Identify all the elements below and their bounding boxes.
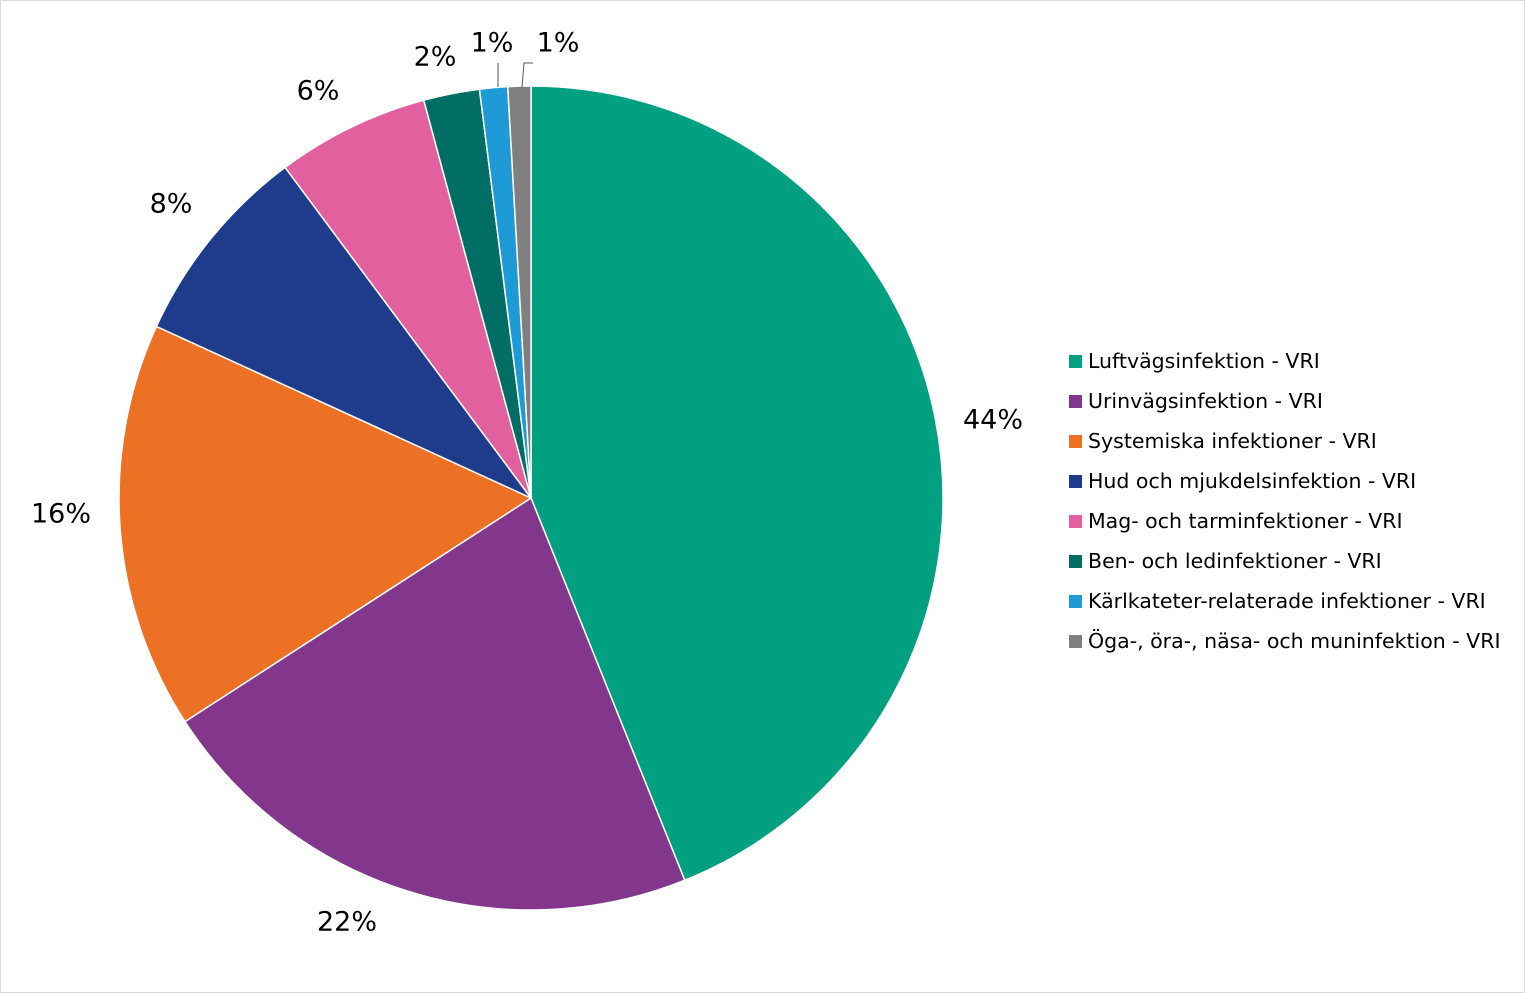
- data-label: 6%: [297, 76, 340, 107]
- legend-swatch: [1069, 474, 1082, 488]
- legend-swatch: [1069, 394, 1082, 408]
- pie-slice: [284, 99, 532, 499]
- legend-label: Systemiska infektioner - VRI: [1088, 429, 1377, 453]
- pie-slice: [530, 85, 944, 882]
- legend-swatch: [1069, 594, 1082, 608]
- legend-item: Mag- och tarminfektioner - VRI: [1069, 501, 1501, 541]
- legend-label: Luftvägsinfektion - VRI: [1088, 349, 1320, 373]
- pie-slice: [506, 85, 532, 499]
- data-label: 16%: [31, 499, 91, 530]
- legend-label: Hud och mjukdelsinfektion - VRI: [1088, 469, 1417, 493]
- legend-label: Kärlkateter-relaterade infektioner - VRI: [1088, 589, 1486, 613]
- legend-item: Hud och mjukdelsinfektion - VRI: [1069, 461, 1501, 501]
- legend-item: Luftvägsinfektion - VRI: [1069, 341, 1501, 381]
- legend-label: Urinvägsinfektion - VRI: [1088, 389, 1323, 413]
- pie-slice: [183, 496, 686, 911]
- legend-item: Öga-, öra-, näsa- och muninfektion - VRI: [1069, 621, 1501, 661]
- data-label: 1%: [471, 28, 514, 59]
- data-label: 8%: [150, 189, 193, 220]
- legend-item: Urinvägsinfektion - VRI: [1069, 381, 1501, 421]
- pie-slice: [155, 166, 532, 499]
- legend-swatch: [1069, 354, 1082, 368]
- legend: Luftvägsinfektion - VRI Urinvägsinfektio…: [1069, 341, 1501, 661]
- legend-item: Ben- och ledinfektioner - VRI: [1069, 541, 1501, 581]
- leader-line: [521, 62, 533, 88]
- data-label: 22%: [317, 907, 377, 938]
- legend-swatch: [1069, 554, 1082, 568]
- pie-slice: [118, 325, 533, 723]
- legend-swatch: [1069, 514, 1082, 528]
- legend-item: Kärlkateter-relaterade infektioner - VRI: [1069, 581, 1501, 621]
- legend-swatch: [1069, 434, 1082, 448]
- data-label: 1%: [537, 28, 580, 59]
- legend-swatch: [1069, 634, 1082, 648]
- data-label: 44%: [963, 405, 1023, 436]
- data-label: 2%: [414, 42, 457, 73]
- legend-label: Ben- och ledinfektioner - VRI: [1088, 549, 1382, 573]
- legend-label: Mag- och tarminfektioner - VRI: [1088, 509, 1403, 533]
- legend-item: Systemiska infektioner - VRI: [1069, 421, 1501, 461]
- legend-label: Öga-, öra-, näsa- och muninfektion - VRI: [1088, 629, 1501, 653]
